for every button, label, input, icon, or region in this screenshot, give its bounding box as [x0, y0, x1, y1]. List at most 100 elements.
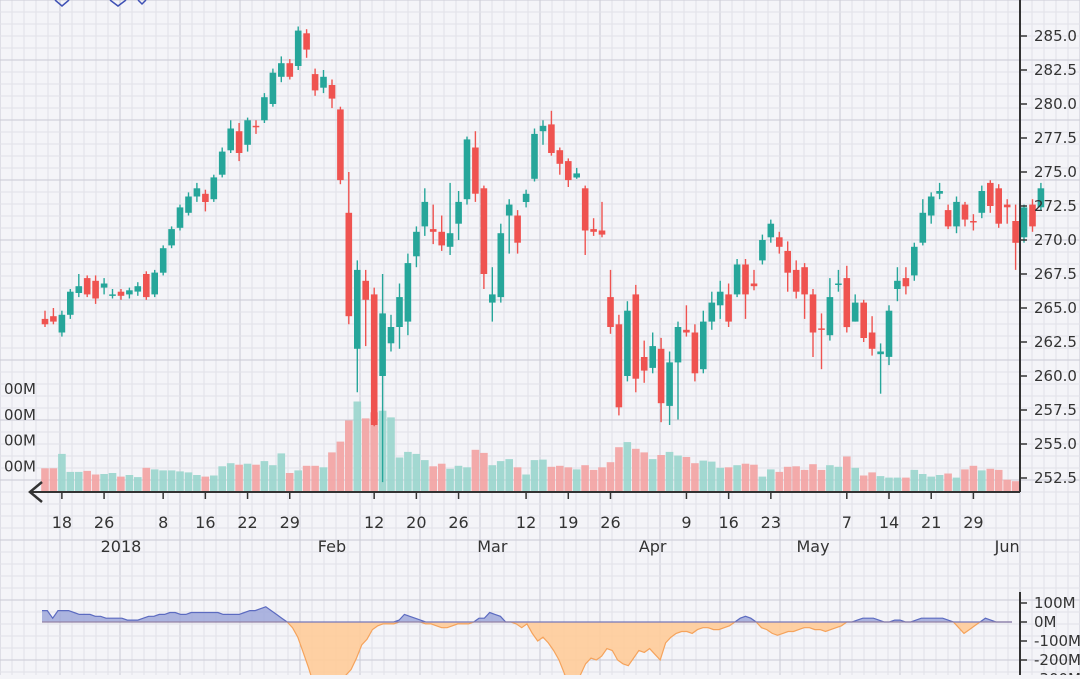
candle-body — [396, 297, 403, 327]
candle-body — [151, 272, 158, 295]
volume-bar — [49, 468, 58, 492]
volume-bar — [767, 469, 775, 492]
volume-bar — [606, 462, 615, 492]
candle-body — [894, 280, 901, 289]
x-tick-label: 12 — [364, 513, 384, 532]
candle-body — [497, 233, 505, 298]
volume-bar — [370, 412, 378, 492]
volume-bar — [657, 455, 665, 492]
volume-bar — [961, 469, 969, 492]
candle-body — [902, 278, 910, 287]
candle-body — [683, 329, 690, 333]
x-tick-label: 22 — [237, 513, 257, 532]
volume-bar — [750, 464, 758, 492]
volume-bar — [539, 459, 547, 492]
volume-bar — [733, 465, 741, 492]
x-tick-label: 12 — [516, 513, 536, 532]
volume-bar — [902, 477, 910, 492]
candle-body — [227, 128, 234, 151]
candle-body — [953, 201, 960, 227]
candle-body — [539, 125, 547, 132]
candle-body — [261, 97, 268, 121]
volume-bar — [150, 469, 159, 492]
volume-bar — [1011, 481, 1020, 492]
volume-bar — [117, 476, 125, 492]
volume-tick-label: 00M — [4, 457, 36, 475]
x-tick-label: 16 — [195, 513, 215, 532]
candle-body — [514, 215, 521, 243]
candle-body — [649, 346, 656, 368]
x-period-label: Jun — [994, 537, 1020, 556]
candle-body — [1037, 188, 1045, 208]
candle-body — [83, 278, 91, 295]
volume-bar — [277, 453, 286, 492]
volume-bar — [893, 477, 902, 492]
x-period-label: Feb — [318, 537, 346, 556]
candle-body — [818, 328, 825, 330]
x-tick-label: 7 — [842, 513, 852, 532]
candle-body — [1012, 221, 1019, 243]
candle-body — [438, 231, 445, 246]
candle-body — [877, 351, 884, 355]
volume-bar — [412, 453, 421, 492]
candle-body — [294, 30, 302, 67]
candle-body — [708, 302, 716, 322]
candle-body — [463, 139, 471, 200]
x-tick-label: 9 — [681, 513, 691, 532]
x-axis-arrow-icon — [28, 481, 43, 503]
volume-bar — [66, 471, 75, 492]
volume-bar — [682, 457, 691, 492]
candle-body — [134, 286, 142, 292]
candle-body — [615, 324, 623, 408]
volume-bar — [699, 460, 708, 492]
candle-body — [885, 310, 893, 357]
volume-bar — [480, 452, 488, 492]
candle-body — [776, 237, 783, 247]
volume-bar — [454, 465, 463, 492]
x-tick-label: 26 — [448, 513, 468, 532]
candle-body — [218, 151, 226, 175]
volume-bar — [522, 474, 530, 492]
candle-body — [159, 248, 167, 273]
price-candles — [41, 26, 1045, 483]
candle-body — [286, 63, 294, 77]
oscillator-tick-label: -300M — [1034, 670, 1080, 675]
candle-body — [176, 207, 184, 228]
candle-body — [429, 229, 437, 232]
candle-body — [354, 269, 361, 349]
candle-body — [489, 294, 496, 303]
volume-bar — [632, 448, 640, 492]
volume-bar — [935, 475, 944, 492]
price-tick-label: 280.0 — [1034, 95, 1077, 113]
x-period-label: May — [797, 537, 830, 556]
candle-body — [860, 302, 867, 338]
candle-body — [784, 250, 791, 273]
candle-body — [919, 212, 927, 243]
volume-bar — [142, 467, 151, 492]
candle-body — [581, 188, 589, 231]
candle-body — [126, 290, 133, 295]
volume-bar — [640, 452, 648, 492]
candle-body — [826, 297, 834, 336]
volume-bar — [665, 451, 674, 492]
price-tick-label: 272.5 — [1034, 197, 1077, 215]
candle-body — [345, 212, 353, 317]
candle-body — [725, 294, 732, 322]
chart-axes — [28, 0, 1027, 679]
candle-body — [624, 310, 631, 376]
candle-body — [970, 221, 977, 223]
volume-tick-label: 00M — [4, 432, 36, 450]
volume-bar — [800, 469, 809, 492]
volume-bar — [294, 470, 302, 492]
candle-body — [995, 188, 1002, 224]
candle-body — [927, 196, 935, 216]
candle-body — [328, 85, 336, 99]
volume-bar — [421, 460, 429, 492]
candle-body — [370, 294, 378, 425]
candle-body — [168, 229, 175, 246]
candle-body — [244, 120, 251, 145]
volume-bar — [488, 465, 497, 492]
volume-bar — [648, 459, 657, 492]
